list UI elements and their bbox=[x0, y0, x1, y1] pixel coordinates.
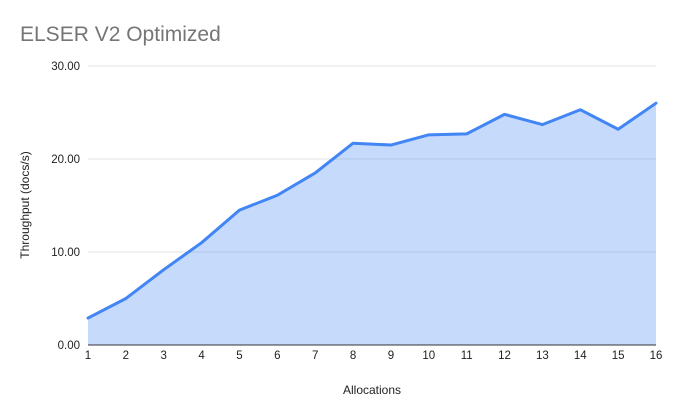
x-tick-label: 5 bbox=[236, 350, 242, 362]
x-tick-label: 13 bbox=[536, 350, 549, 362]
x-tick-label: 12 bbox=[498, 350, 511, 362]
x-tick-label: 11 bbox=[461, 350, 473, 362]
x-tick-label: 16 bbox=[650, 350, 663, 362]
y-tick-label: 20.00 bbox=[51, 154, 80, 166]
x-tick-label: 3 bbox=[161, 350, 167, 362]
y-tick-label: 30.00 bbox=[51, 61, 80, 73]
x-tick-label: 6 bbox=[274, 350, 280, 362]
y-tick-label: 10.00 bbox=[51, 247, 80, 259]
chart-title: ELSER V2 Optimized bbox=[20, 23, 221, 46]
x-tick-label: 7 bbox=[312, 350, 318, 362]
x-tick-label: 4 bbox=[198, 350, 205, 362]
x-tick-label: 14 bbox=[574, 350, 587, 362]
x-tick-label: 10 bbox=[422, 350, 435, 362]
y-axis-title: Throughput (docs/s) bbox=[18, 151, 32, 259]
x-axis-title: Allocations bbox=[342, 383, 402, 397]
x-tick-label: 2 bbox=[123, 350, 129, 362]
x-tick-label: 15 bbox=[612, 350, 625, 362]
x-tick-label: 1 bbox=[85, 350, 91, 362]
x-tick-label: 8 bbox=[350, 350, 356, 362]
y-tick-label: 0.00 bbox=[58, 340, 80, 352]
series-line bbox=[86, 101, 658, 320]
series-area bbox=[88, 103, 656, 345]
x-tick-label: 9 bbox=[388, 350, 394, 362]
